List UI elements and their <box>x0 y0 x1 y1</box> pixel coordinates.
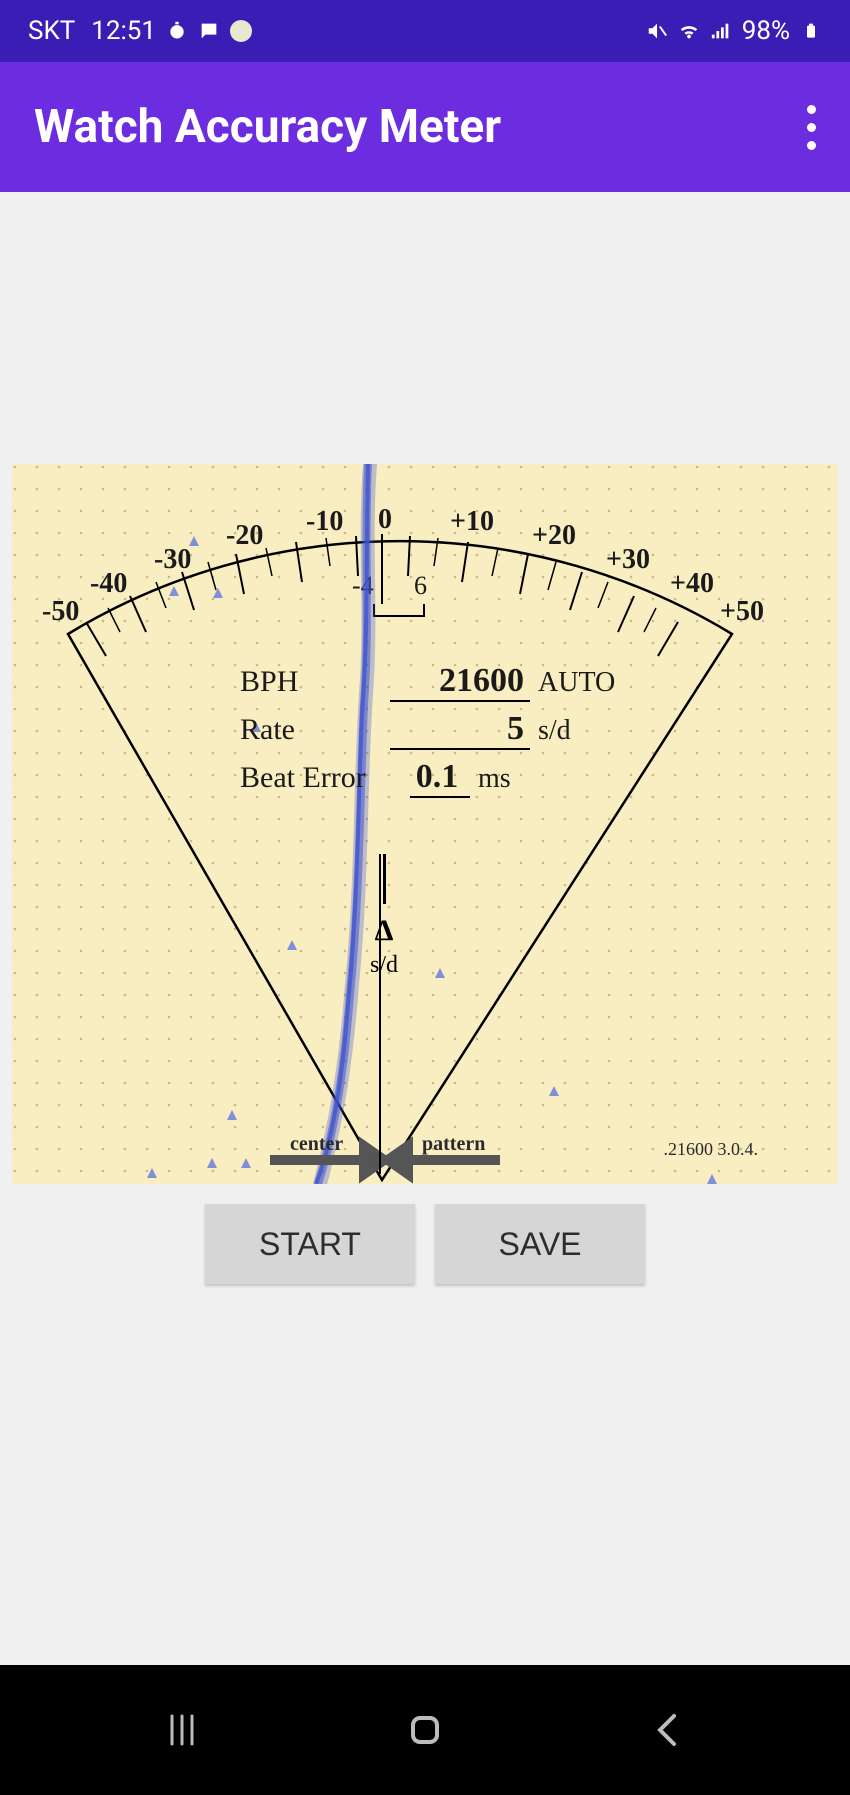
battery-icon <box>800 20 822 42</box>
beat-error-label: Beat Error <box>240 761 410 795</box>
home-button[interactable] <box>395 1700 455 1760</box>
recents-button[interactable] <box>152 1700 212 1760</box>
delta-symbol: Δ <box>370 914 398 948</box>
scale-label: -40 <box>90 568 127 599</box>
scale-label: +30 <box>606 544 650 575</box>
timer-icon <box>166 20 188 42</box>
scale-label: +50 <box>720 596 764 627</box>
delta-indicator: Δ s/d <box>370 854 398 979</box>
center-arrow-label: center <box>290 1133 343 1155</box>
mute-icon <box>646 20 668 42</box>
scale-label: +40 <box>670 568 714 599</box>
bph-label: BPH <box>240 665 390 699</box>
wifi-icon <box>678 20 700 42</box>
android-nav-bar <box>0 1665 850 1795</box>
battery-percent: 98% <box>742 16 790 46</box>
pattern-arrow-label: pattern <box>422 1133 485 1155</box>
app-badge-icon <box>230 20 252 42</box>
rate-value: 5 <box>390 710 530 750</box>
signal-icon <box>710 20 732 42</box>
pointer-high: 6 <box>414 571 427 600</box>
overflow-menu-button[interactable] <box>807 105 816 150</box>
rate-unit: s/d <box>538 715 571 747</box>
scale-label: -10 <box>306 506 343 537</box>
scale-label: +20 <box>532 520 576 551</box>
scale-label: +10 <box>450 506 494 537</box>
android-status-bar: SKT 12:51 98% <box>0 0 850 62</box>
delta-unit: s/d <box>370 952 398 979</box>
chat-icon <box>198 20 220 42</box>
scale-label: -30 <box>154 544 191 575</box>
scale-label: 0 <box>378 504 392 535</box>
bph-mode: AUTO <box>538 667 615 699</box>
page-title: Watch Accuracy Meter <box>34 100 501 154</box>
start-button[interactable]: START <box>205 1204 415 1284</box>
clock-label: 12:51 <box>91 16 156 46</box>
meter-canvas: -50-40-30-20-100+10+20+30+40+50 -4 6 <box>12 464 838 1184</box>
bph-value[interactable]: 21600 <box>390 662 530 702</box>
timegrapher-meter: -50-40-30-20-100+10+20+30+40+50 -4 6 <box>12 464 838 1184</box>
version-label: .21600 3.0.4. <box>664 1139 759 1160</box>
back-button[interactable] <box>638 1700 698 1760</box>
save-button[interactable]: SAVE <box>435 1204 645 1284</box>
carrier-label: SKT <box>28 16 75 46</box>
app-bar: Watch Accuracy Meter <box>0 62 850 192</box>
scale-label: -20 <box>226 520 263 551</box>
scale-label: -50 <box>42 596 79 627</box>
beat-error-value: 0.1 <box>410 758 470 798</box>
readings-panel: BPH 21600 AUTO Rate 5 s/d Beat Error 0.1… <box>240 662 615 806</box>
beat-error-unit: ms <box>478 763 511 795</box>
rate-label: Rate <box>240 713 390 747</box>
